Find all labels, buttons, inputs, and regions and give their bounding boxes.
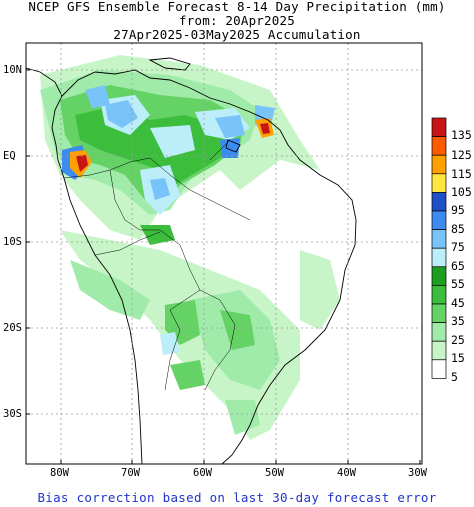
legend-label-115: 115	[451, 167, 472, 181]
legend-label-25: 25	[451, 333, 465, 347]
country-borders	[63, 139, 251, 391]
legend-label-15: 15	[451, 351, 465, 365]
legend-color-box-45	[431, 285, 447, 305]
color-legend	[431, 117, 447, 379]
legend-color-box-75	[431, 229, 447, 249]
legend-color-box-65	[431, 247, 447, 268]
lat-label-30s: 30S	[3, 408, 22, 420]
legend-label-135: 135	[451, 128, 472, 142]
legend-label-55: 55	[451, 277, 465, 291]
lon-label-80w: 80W	[50, 467, 69, 479]
axis-ticks	[26, 69, 421, 464]
legend-label-45: 45	[451, 296, 465, 310]
legend-label-125: 125	[451, 148, 472, 162]
legend-color-box-95	[431, 192, 447, 212]
legend-color-box-85	[431, 210, 447, 230]
legend-color-box-115	[431, 154, 447, 175]
title-line-1: NCEP GFS Ensemble Forecast 8-14 Day Prec…	[28, 0, 446, 14]
legend-label-85: 85	[451, 222, 465, 236]
legend-color-box-35	[431, 303, 447, 323]
lat-label-10n: 10N	[3, 64, 22, 76]
coastlines	[26, 57, 357, 464]
legend-label-105: 105	[451, 185, 472, 199]
legend-label-35: 35	[451, 314, 465, 328]
lat-label-eq: EQ	[3, 150, 16, 162]
lon-label-40w: 40W	[337, 467, 356, 479]
lon-label-70w: 70W	[121, 467, 140, 479]
lon-label-30w: 30W	[408, 467, 427, 479]
legend-color-box-55	[431, 266, 447, 286]
map-frame	[25, 42, 423, 465]
legend-color-box-135	[431, 117, 447, 137]
legend-color-box-15	[431, 340, 447, 361]
lat-label-20s: 20S	[3, 322, 22, 334]
legend-label-5: 5	[451, 370, 458, 384]
lat-label-10s: 10S	[3, 236, 22, 248]
graticule	[26, 43, 422, 464]
legend-label-75: 75	[451, 240, 465, 254]
precipitation-fields	[40, 55, 340, 440]
lon-label-50w: 50W	[265, 467, 284, 479]
legend-color-box-105	[431, 173, 447, 193]
legend-color-box-125	[431, 136, 447, 156]
legend-label-95: 95	[451, 203, 465, 217]
title-line-2: from: 20Apr2025	[179, 13, 295, 28]
lon-label-60w: 60W	[193, 467, 212, 479]
title-line-3: 27Apr2025-03May2025 Accumulation	[113, 27, 361, 42]
footer-note: Bias correction based on last 30-day for…	[37, 490, 437, 505]
legend-color-box-25	[431, 322, 447, 342]
legend-color-box-5	[431, 359, 447, 379]
legend-label-65: 65	[451, 259, 465, 273]
